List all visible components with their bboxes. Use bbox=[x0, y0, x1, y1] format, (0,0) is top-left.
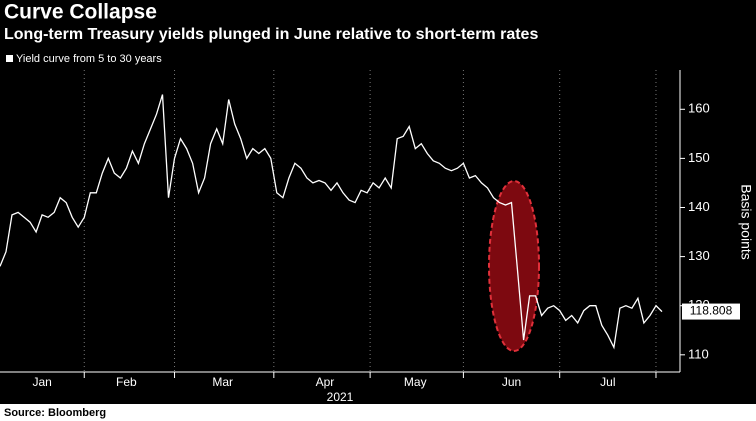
y-tick-label: 160 bbox=[688, 101, 710, 116]
y-tick-label: 150 bbox=[688, 150, 710, 165]
x-tick-label: Apr bbox=[316, 375, 335, 389]
chart-title: Curve Collapse bbox=[4, 1, 157, 24]
y-tick-label: 130 bbox=[688, 248, 710, 263]
series-line bbox=[0, 94, 663, 350]
footer bbox=[0, 404, 756, 421]
y-tick-label: 140 bbox=[688, 199, 710, 214]
legend-label: Yield curve from 5 to 30 years bbox=[16, 53, 162, 65]
highlight-ellipse bbox=[488, 180, 540, 352]
x-tick-label: Feb bbox=[116, 375, 137, 389]
last-value-label: 118.808 bbox=[690, 304, 733, 318]
x-tick-label: Jan bbox=[32, 375, 51, 389]
last-value-box bbox=[682, 303, 740, 320]
x-sublabel: 2021 bbox=[327, 390, 354, 404]
x-tick-label: Jul bbox=[600, 375, 615, 389]
x-tick-label: Mar bbox=[212, 375, 233, 389]
source: Source: Bloomberg bbox=[4, 407, 106, 419]
y-tick-label: 110 bbox=[688, 346, 709, 361]
x-tick-label: May bbox=[404, 375, 427, 389]
y-axis-label: Basis points bbox=[738, 184, 754, 259]
legend-swatch bbox=[6, 55, 13, 62]
x-tick-label: Jun bbox=[502, 375, 521, 389]
chart-subtitle: Long-term Treasury yields plunged in Jun… bbox=[4, 26, 538, 43]
